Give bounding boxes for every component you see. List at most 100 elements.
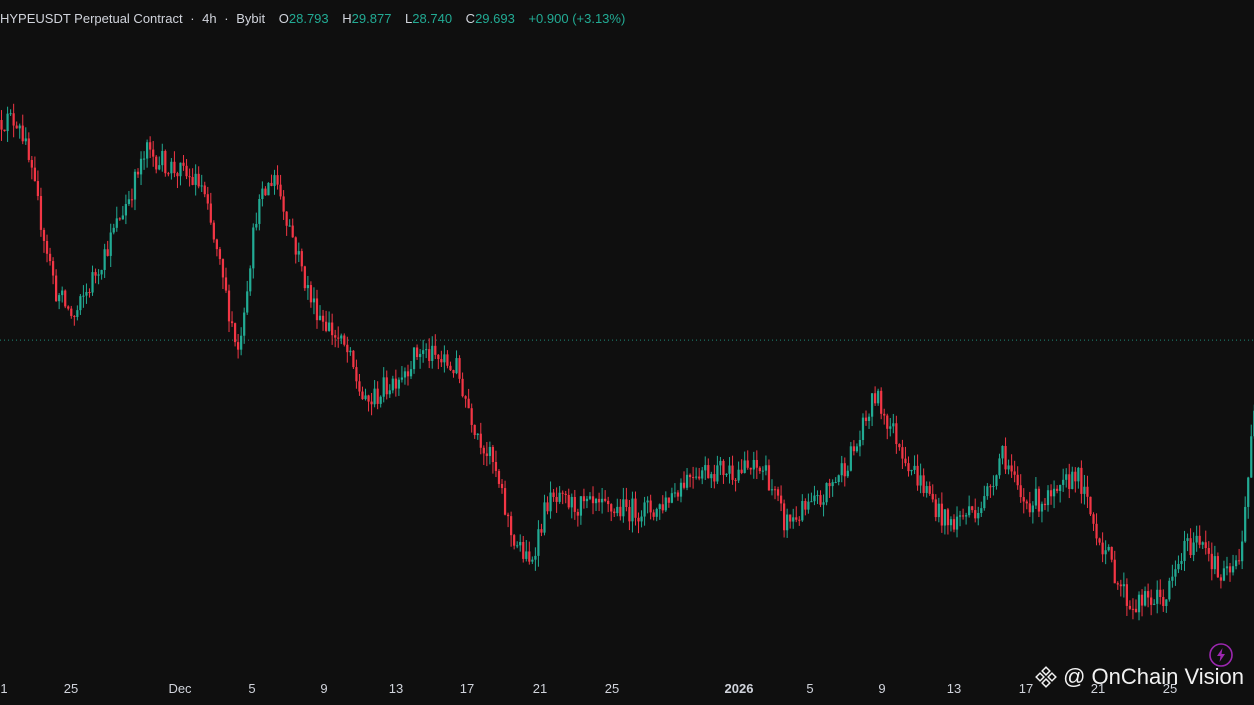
candle-body <box>273 175 276 186</box>
candle-body <box>503 488 507 515</box>
candle-body <box>567 494 570 508</box>
candle-body <box>149 142 152 150</box>
candle-body <box>282 196 285 212</box>
candle-body <box>146 142 149 159</box>
candle-body <box>443 354 446 363</box>
candle-body <box>649 500 652 513</box>
candle-body <box>534 555 537 560</box>
candle-body <box>758 467 761 472</box>
candle-body <box>573 496 576 512</box>
candle-body <box>97 274 100 276</box>
candle-body <box>428 349 431 361</box>
candle-body <box>1247 477 1250 507</box>
candle-body <box>215 239 218 250</box>
candle-body <box>349 350 352 353</box>
candle-body <box>961 515 965 517</box>
candle-body <box>607 500 610 505</box>
candle-body <box>843 463 846 477</box>
candle-body <box>297 251 300 255</box>
lightning-icon[interactable] <box>1208 642 1234 668</box>
candle-body <box>309 285 313 303</box>
candle-body <box>1195 535 1198 543</box>
candle-body <box>458 358 461 379</box>
candle-body <box>594 498 598 504</box>
candle-body <box>1025 501 1028 504</box>
candle-body <box>73 315 76 317</box>
candle-body <box>625 499 628 508</box>
candle-body <box>431 345 434 361</box>
candle-body <box>510 516 513 536</box>
candle-body <box>42 229 46 241</box>
candle-body <box>446 354 449 366</box>
candle-body <box>761 470 764 472</box>
symbol-name[interactable]: HYPEUSDT Perpetual Contract <box>0 11 183 26</box>
candle-body <box>1119 584 1122 587</box>
candle-body <box>355 367 358 382</box>
candle-body <box>910 469 913 472</box>
candle-body <box>467 398 470 409</box>
candle-body <box>200 185 203 187</box>
candle-body <box>382 377 385 397</box>
candle-body <box>21 125 24 142</box>
high-value: 29.877 <box>351 11 392 26</box>
candle-body <box>385 377 388 395</box>
candle-body <box>230 321 234 324</box>
candle-body <box>965 515 968 517</box>
candle-body <box>1165 599 1168 607</box>
candle-body <box>707 465 710 479</box>
candle-body <box>191 176 194 185</box>
candle-body <box>1110 546 1113 560</box>
candle-body <box>1213 556 1216 570</box>
candle-body <box>1147 591 1150 598</box>
interval-label[interactable]: 4h <box>202 11 217 26</box>
candle-body <box>1049 490 1053 497</box>
candle-body <box>285 211 288 226</box>
candle-body <box>130 199 134 201</box>
candle-body <box>121 215 124 220</box>
candle-body <box>588 496 592 499</box>
candle-body <box>889 426 892 429</box>
candle-body <box>858 439 862 447</box>
candle-body <box>1159 589 1162 598</box>
x-tick-label: 5 <box>806 681 813 696</box>
candle-body <box>1183 540 1186 562</box>
candle-body <box>237 342 240 350</box>
candle-body <box>197 173 200 187</box>
candle-body <box>537 529 540 556</box>
candle-body <box>1140 594 1144 606</box>
candle-body <box>337 337 340 339</box>
candle-body <box>203 185 206 195</box>
candle-body <box>834 482 837 484</box>
candle-body <box>294 237 297 255</box>
candle-body <box>1098 538 1101 543</box>
candle-body <box>989 486 992 488</box>
candle-body <box>1222 568 1226 581</box>
candle-body <box>1250 436 1253 478</box>
candle-body <box>1219 577 1223 581</box>
candle-body <box>901 447 904 459</box>
candle-body <box>819 495 822 505</box>
candle-body <box>100 269 103 275</box>
candle-body <box>142 158 146 160</box>
candle-body <box>928 486 931 494</box>
candle-body <box>955 516 959 530</box>
close-value: 29.693 <box>475 11 515 26</box>
candle-body <box>1198 535 1201 545</box>
candle-body <box>676 492 680 497</box>
candle-body <box>406 371 410 377</box>
candle-body <box>1244 506 1247 542</box>
candle-body <box>631 498 634 522</box>
candle-body <box>109 232 112 256</box>
candle-body <box>849 446 852 471</box>
candle-body <box>531 559 534 562</box>
candle-body <box>937 503 940 518</box>
candle-body <box>1192 542 1195 556</box>
candle-body <box>1228 566 1232 573</box>
candle-body <box>513 535 516 546</box>
candle-body <box>652 512 655 517</box>
candle-body <box>804 500 807 510</box>
candle-body <box>376 388 379 404</box>
candle-body <box>549 492 552 512</box>
